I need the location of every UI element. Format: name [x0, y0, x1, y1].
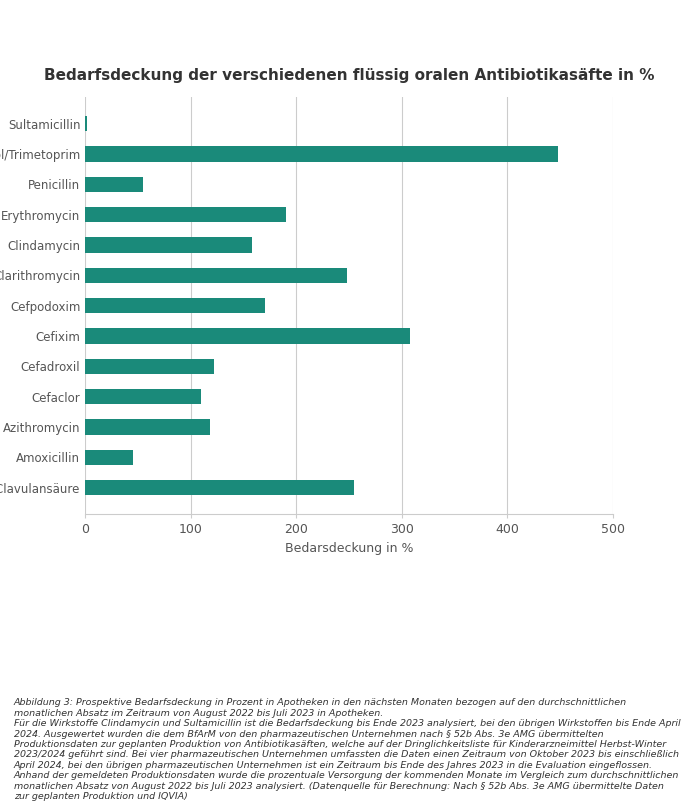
- Bar: [85, 237, 252, 252]
- Bar: [85, 450, 133, 465]
- Title: Bedarfsdeckung der verschiedenen flüssig oralen Antibiotikasäfte in %: Bedarfsdeckung der verschiedenen flüssig…: [44, 69, 654, 83]
- Bar: [85, 207, 285, 222]
- Bar: [85, 389, 202, 404]
- Bar: [85, 268, 347, 283]
- Bar: [85, 146, 558, 162]
- Bar: [85, 298, 264, 313]
- Bar: [85, 328, 410, 344]
- Bar: [85, 116, 87, 131]
- Bar: [85, 176, 143, 192]
- X-axis label: Bedarsdeckung in %: Bedarsdeckung in %: [285, 542, 413, 555]
- Text: Abbildung 3: Prospektive Bedarfsdeckung in Prozent in Apotheken in den nächsten : Abbildung 3: Prospektive Bedarfsdeckung …: [14, 698, 680, 801]
- Bar: [85, 358, 214, 374]
- Bar: [85, 419, 210, 434]
- Bar: [85, 480, 354, 495]
